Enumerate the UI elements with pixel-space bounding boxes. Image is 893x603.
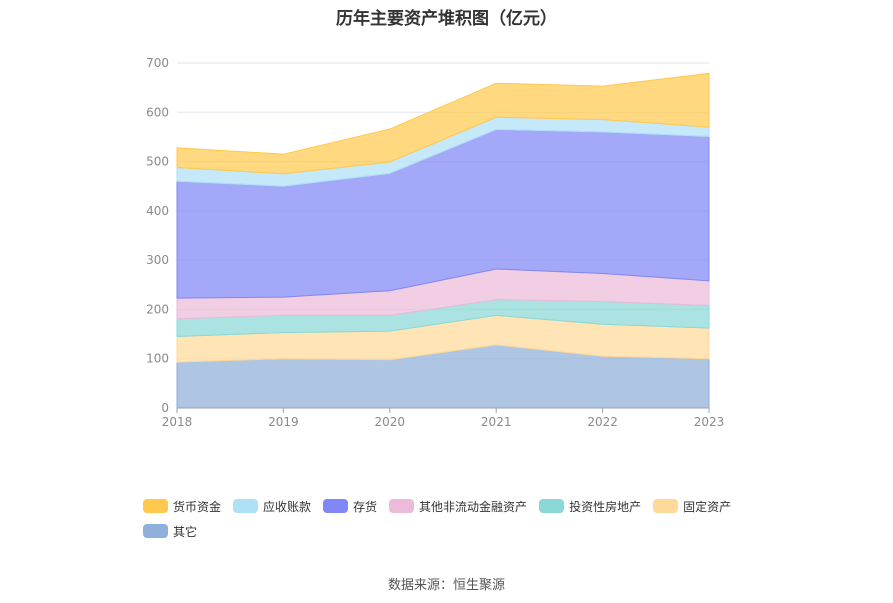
x-tick-label: 2021: [481, 415, 512, 429]
legend-item[interactable]: 其他非流动金融资产: [389, 498, 527, 515]
x-tick-label: 2018: [162, 415, 193, 429]
legend-item[interactable]: 应收账款: [233, 498, 311, 515]
data-source: 数据来源：恒生聚源: [387, 578, 505, 593]
chart-title: 历年主要资产堆积图（亿元）: [336, 9, 557, 29]
x-tick-label: 2020: [375, 415, 406, 429]
legend-item[interactable]: 货币资金: [143, 498, 221, 515]
x-tick-label: 2019: [268, 415, 299, 429]
legend-label: 存货: [353, 499, 378, 514]
legend: 货币资金 应收账款 存货 其他非流动金融资产 投资性房地产 固定资产 其它: [143, 495, 783, 545]
legend-row: 货币资金 应收账款 存货 其他非流动金融资产 投资性房地产 固定资产: [143, 495, 783, 517]
legend-label: 货币资金: [173, 499, 222, 514]
legend-label: 投资性房地产: [569, 499, 642, 514]
legend-swatch: [653, 499, 679, 513]
legend-swatch: [143, 524, 168, 538]
legend-item[interactable]: 其它: [143, 523, 197, 540]
y-tick-label: 600: [146, 105, 169, 119]
legend-item[interactable]: 固定资产: [653, 498, 731, 515]
legend-swatch: [323, 499, 349, 513]
legend-label: 固定资产: [683, 499, 732, 514]
y-tick-label: 100: [146, 352, 169, 366]
legend-item[interactable]: 存货: [323, 498, 377, 515]
legend-swatch: [539, 499, 565, 513]
legend-label: 其它: [173, 524, 198, 539]
legend-label: 其他非流动金融资产: [419, 499, 528, 514]
legend-swatch: [233, 499, 259, 513]
axis-layer: 0 100 200 300 400 500 600 700 2018 2019 2020 2021 20…: [146, 56, 724, 429]
legend-item[interactable]: 投资性房地产: [539, 498, 641, 515]
area-series-6[interactable]: [176, 72, 710, 175]
y-tick-label: 400: [146, 204, 169, 218]
legend-swatch: [143, 499, 168, 513]
legend-row: 其它: [143, 520, 783, 542]
y-tick-label: 0: [161, 401, 169, 415]
x-tick-label: 2023: [694, 415, 725, 429]
legend-swatch: [389, 499, 415, 513]
y-tick-label: 200: [146, 302, 169, 316]
area-layer: [176, 72, 710, 409]
legend-label: 应收账款: [263, 499, 312, 514]
x-tick-label: 2022: [587, 415, 618, 429]
y-tick-label: 500: [146, 155, 169, 169]
y-tick-label: 300: [146, 253, 169, 267]
y-tick-label: 700: [146, 56, 169, 70]
